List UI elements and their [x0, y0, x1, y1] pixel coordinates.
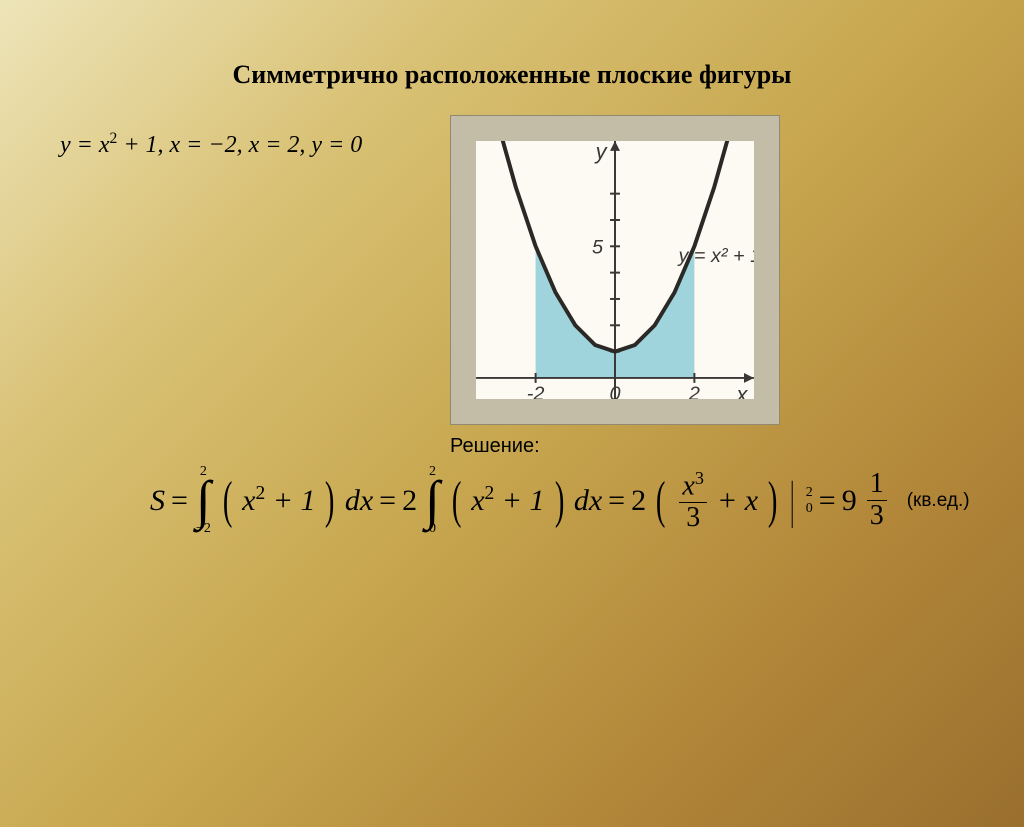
plus-x: + x: [717, 484, 758, 518]
y-arrow: [610, 141, 620, 151]
units-label: (кв.ед.): [907, 490, 970, 512]
eval-bar: |: [790, 480, 794, 522]
var-S: S: [150, 484, 165, 518]
integral-1: 2 ∫ −2: [196, 465, 211, 536]
x-tick-label: -2: [527, 383, 545, 399]
result-frac-den: 3: [867, 501, 887, 532]
frac-x3-num: x3: [679, 468, 707, 502]
integral-sym-2: ∫: [425, 479, 440, 522]
integral-sym-1: ∫: [196, 479, 211, 522]
result-frac: 1 3: [867, 469, 887, 532]
frac-x3-den: 3: [683, 503, 703, 534]
formula-definition: y = x2 + 1, x = −2, x = 2, y = 0: [60, 130, 362, 159]
chart-svg: -2 0 2 5 x y y = x² + 1: [476, 141, 754, 399]
function-label: y = x² + 1: [677, 245, 754, 267]
lparen-3: (: [656, 480, 666, 522]
lparen-2: (: [452, 480, 462, 522]
rparen-2: ): [554, 480, 564, 522]
expr-1: x2 + 1: [242, 483, 315, 518]
x-tick-label: 0: [609, 383, 620, 399]
frac-x3: x3 3: [679, 468, 707, 534]
rparen-3: ): [768, 480, 778, 522]
coef-2: 2: [402, 484, 417, 518]
result-frac-num: 1: [867, 469, 887, 500]
rparen-1: ): [325, 480, 335, 522]
x-axis-label: x: [736, 382, 749, 399]
y-axis-label: y: [594, 141, 609, 164]
solution-label: Решение:: [450, 435, 540, 458]
equals-4: =: [819, 484, 836, 518]
int2-lower: 0: [429, 522, 436, 536]
equals-2: =: [379, 484, 396, 518]
expr-2: x2 + 1: [471, 483, 544, 518]
chart-plot-area: -2 0 2 5 x y y = x² + 1: [476, 141, 754, 399]
page-title: Симметрично расположенные плоские фигуры: [0, 60, 1024, 90]
eval-limits: 2 0: [806, 485, 813, 517]
lparen-1: (: [223, 480, 233, 522]
dx-2: dx: [574, 484, 602, 518]
eval-lower: 0: [806, 501, 813, 517]
equals-3: =: [608, 484, 625, 518]
coef-2b: 2: [631, 484, 646, 518]
solution-formula: S = 2 ∫ −2 ( x2 + 1 ) dx = 2 2 ∫ 0 ( x2 …: [150, 465, 970, 536]
equals-1: =: [171, 484, 188, 518]
eval-upper: 2: [806, 485, 813, 501]
result-int: 9: [842, 484, 857, 518]
chart-frame: -2 0 2 5 x y y = x² + 1: [450, 115, 780, 425]
x-tick-label: 2: [688, 383, 700, 399]
int1-lower: −2: [196, 522, 211, 536]
dx-1: dx: [345, 484, 373, 518]
integral-2: 2 ∫ 0: [425, 465, 440, 536]
content-area: y = x2 + 1, x = −2, x = 2, y = 0 -2025xy…: [0, 115, 1024, 715]
y-tick-label: 5: [592, 236, 604, 258]
